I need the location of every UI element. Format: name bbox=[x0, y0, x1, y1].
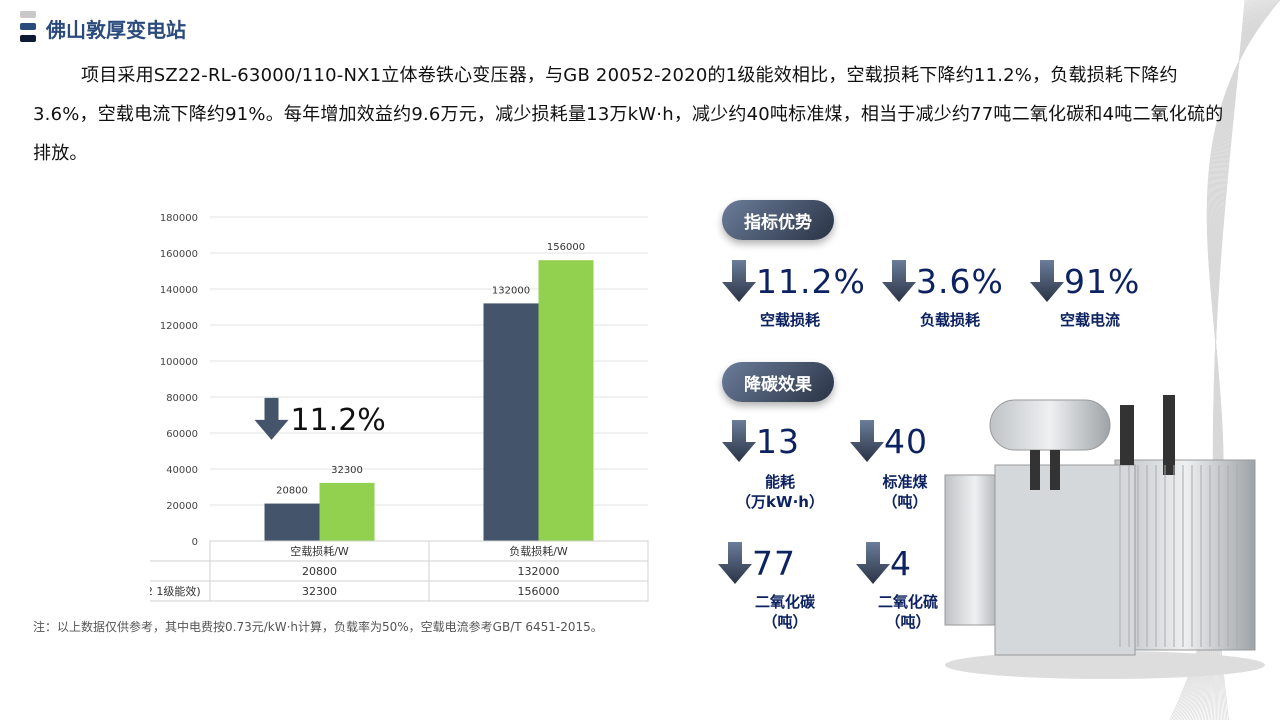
stat-label: 二氧化硫 （吨） bbox=[877, 593, 938, 631]
y-tick-label: 40000 bbox=[166, 465, 198, 476]
bar bbox=[319, 482, 375, 541]
y-tick-label: 140000 bbox=[160, 285, 198, 296]
y-tick-label: 180000 bbox=[160, 213, 198, 224]
stat-label: 负载损耗 bbox=[919, 311, 980, 329]
loss-comparison-chart: 0 20000 40000 60000 80000 100000 120000 140000 1… bbox=[150, 213, 649, 602]
logo-bar-icon bbox=[20, 35, 36, 42]
advantages-heading: 指标优势 bbox=[722, 200, 834, 240]
y-tick-label: 100000 bbox=[160, 357, 198, 368]
table-cell: 32300 bbox=[302, 585, 337, 598]
down-arrow-icon bbox=[850, 420, 884, 462]
footnote: 注：以上数据仅供参考，其中电费按0.73元/kW·h计算，负载率为50%，空载电… bbox=[33, 620, 603, 634]
category-label: 空载损耗/W bbox=[290, 544, 349, 558]
stat-load-loss: 3.6% bbox=[882, 260, 1004, 302]
stat-label: 空载损耗 bbox=[759, 311, 820, 329]
bar bbox=[483, 303, 539, 541]
logo-bar-icon bbox=[20, 11, 36, 18]
stat-label: 能耗 （万kW·h） bbox=[736, 473, 824, 511]
y-tick-label: 80000 bbox=[166, 393, 198, 404]
stat-label: 标准煤 （吨） bbox=[882, 473, 928, 511]
legend-label: 国家标准(GB 20052 1级能效) bbox=[150, 584, 201, 598]
stat-energy: 13 bbox=[722, 420, 800, 462]
stat-co2: 77 bbox=[718, 542, 796, 584]
y-tick-label: 60000 bbox=[166, 429, 198, 440]
category-label: 负载损耗/W bbox=[509, 544, 568, 558]
table-cell: 132000 bbox=[518, 565, 560, 578]
y-tick-label: 20000 bbox=[166, 501, 198, 512]
reduction-annotation: 11.2% bbox=[291, 403, 386, 438]
description-paragraph: 项目采用SZ22-RL-63000/110-NX1立体卷铁心变压器，与GB 20… bbox=[33, 65, 1224, 164]
down-arrow-icon bbox=[1030, 260, 1064, 302]
down-arrow-icon bbox=[856, 542, 890, 584]
bar bbox=[538, 260, 594, 541]
y-tick-label: 0 bbox=[192, 537, 198, 548]
down-arrow-icon bbox=[254, 397, 289, 440]
down-arrow-icon bbox=[718, 542, 752, 584]
stat-no-load-current: 91% bbox=[1030, 260, 1140, 302]
down-arrow-icon bbox=[882, 260, 916, 302]
data-label: 156000 bbox=[547, 242, 585, 253]
data-label: 20800 bbox=[276, 486, 308, 497]
y-tick-label: 120000 bbox=[160, 321, 198, 332]
table-cell: 156000 bbox=[518, 585, 560, 598]
data-label: 132000 bbox=[492, 285, 530, 296]
page-title: 佛山敦厚变电站 bbox=[46, 18, 186, 42]
down-arrow-icon bbox=[722, 420, 756, 462]
table-cell: 20800 bbox=[302, 565, 337, 578]
y-tick-label: 160000 bbox=[160, 249, 198, 260]
transformer-image bbox=[944, 395, 1265, 679]
stat-label: 空载电流 bbox=[1059, 311, 1120, 329]
carbon-heading: 降碳效果 bbox=[722, 362, 834, 402]
bar bbox=[264, 503, 320, 541]
data-label: 32300 bbox=[331, 465, 363, 476]
stat-no-load-loss: 11.2% bbox=[722, 260, 866, 302]
stat-label: 二氧化碳 （吨） bbox=[754, 593, 815, 631]
stat-so2: 4 bbox=[856, 542, 912, 584]
stat-coal: 40 bbox=[850, 420, 928, 462]
logo-bar-icon bbox=[20, 23, 36, 30]
down-arrow-icon bbox=[722, 260, 756, 302]
